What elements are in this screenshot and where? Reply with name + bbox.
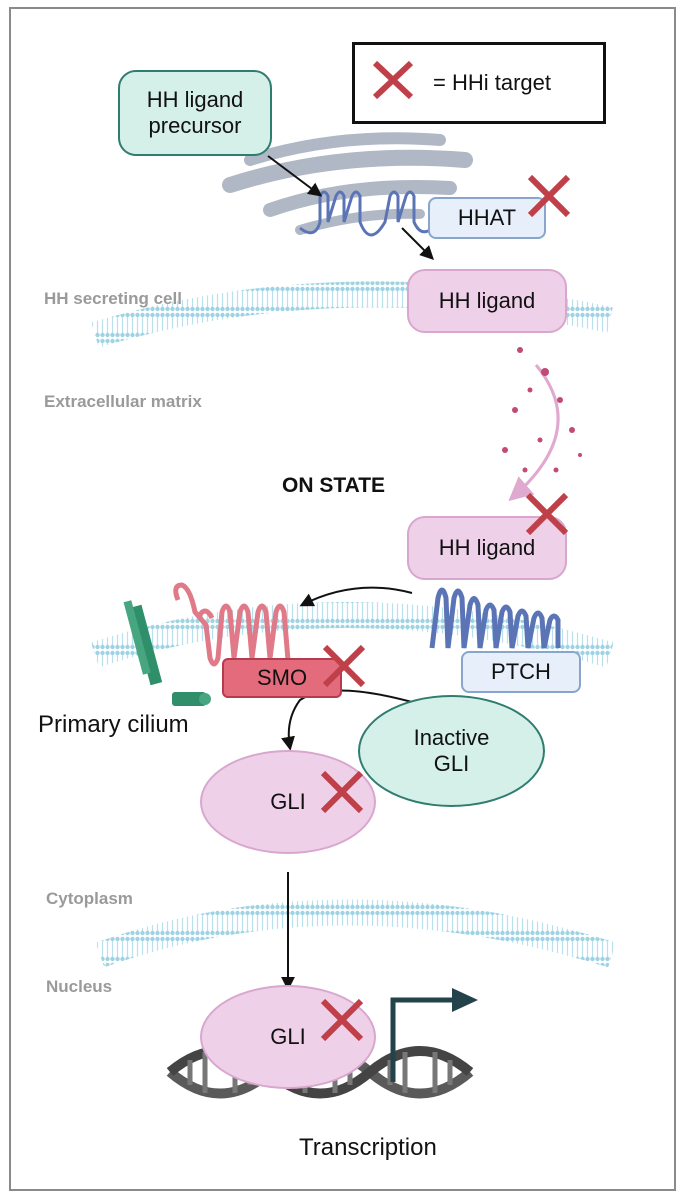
hh-ligand-secreted: HH ligand xyxy=(407,269,567,333)
secreted-ligand-dots xyxy=(502,347,582,473)
region-extracellular-matrix: Extracellular matrix xyxy=(44,392,202,412)
smo-target-x-icon xyxy=(320,642,368,690)
hh-ligand-precursor: HH ligand precursor xyxy=(118,70,272,156)
legend-x-icon xyxy=(371,59,415,101)
transcription-label: Transcription xyxy=(299,1134,437,1162)
inactive-gli: Inactive GLI xyxy=(358,695,545,807)
state-title: ON STATE xyxy=(282,474,385,498)
gli-nuc-target-x-icon xyxy=(318,996,366,1044)
region-nucleus: Nucleus xyxy=(46,977,112,997)
region-cytoplasm: Cytoplasm xyxy=(46,889,133,909)
secretion-arrow xyxy=(512,365,558,498)
gli-cyto-target-x-icon xyxy=(318,768,366,816)
hhat-target-x-icon xyxy=(525,172,573,220)
region-secreting-cell: HH secreting cell xyxy=(44,289,182,309)
nuclear-membrane xyxy=(100,913,612,956)
ligand-target-x-icon xyxy=(523,490,571,538)
legend-text: = HHi target xyxy=(433,70,551,96)
primary-cilium-label: Primary cilium xyxy=(38,711,189,739)
ptch-protein: PTCH xyxy=(461,651,581,693)
legend-box: = HHi target xyxy=(352,42,606,124)
